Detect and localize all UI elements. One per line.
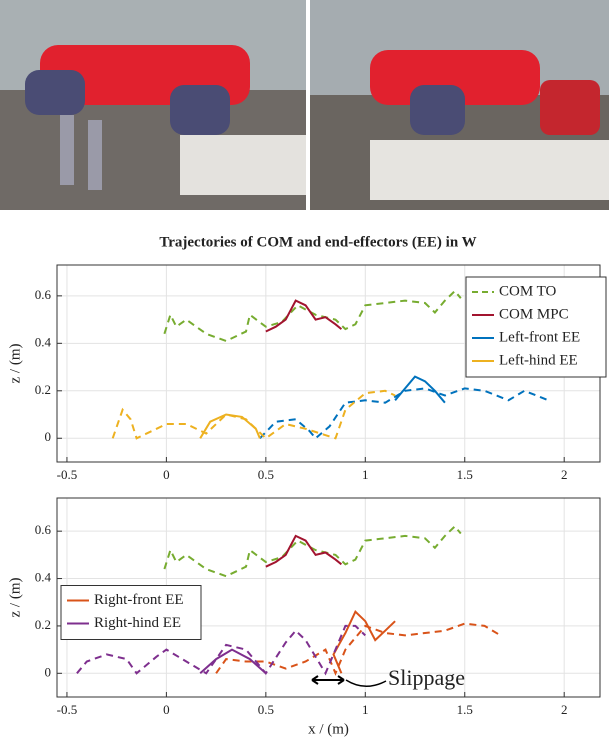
series-line (163, 289, 462, 343)
legend-label: Left-hind EE (499, 352, 578, 368)
annotation-arrow (311, 675, 345, 685)
legend-label: COM MPC (499, 306, 569, 322)
annotation: Slippage (388, 665, 465, 690)
robot-leg (88, 120, 102, 190)
series-line (163, 524, 462, 578)
x-tick-label: 0 (163, 702, 170, 717)
platform (180, 135, 306, 195)
x-tick-label: 2 (561, 702, 568, 717)
legend-label: COM TO (499, 283, 557, 299)
x-tick-label: 1 (362, 702, 369, 717)
y-tick-label: 0.4 (35, 334, 52, 349)
x-tick-label: 0.5 (258, 702, 274, 717)
series-line (111, 389, 396, 440)
y-tick-label: 0.6 (35, 287, 52, 302)
cart (540, 80, 600, 135)
chart-title: Trajectories of COM and end-effectors (E… (159, 234, 476, 250)
x-tick-label: 0 (163, 467, 170, 482)
legend-label: Right-front EE (94, 592, 184, 608)
robot-leg (170, 85, 230, 135)
series-line (259, 387, 549, 440)
robot-leg (410, 85, 465, 135)
series-line (199, 413, 261, 439)
y-axis-label: z / (m) (7, 578, 23, 618)
series-line (265, 534, 343, 568)
y-tick-label: 0.2 (35, 382, 51, 397)
robot-leg (60, 115, 74, 185)
series-line (76, 624, 366, 676)
series-line (265, 299, 343, 333)
series-line (394, 375, 446, 404)
x-tick-label: 1.5 (457, 467, 473, 482)
y-tick-label: 0.6 (35, 522, 52, 537)
y-tick-label: 0 (45, 664, 52, 679)
x-tick-label: 1.5 (457, 702, 473, 717)
x-tick-label: 0.5 (258, 467, 274, 482)
x-tick-label: 2 (561, 467, 568, 482)
x-tick-label: -0.5 (57, 702, 78, 717)
photos (0, 0, 609, 210)
series-line (199, 648, 267, 675)
legend-label: Right-hind EE (94, 615, 181, 631)
legend-label: Left-front EE (499, 329, 580, 345)
annotation-arrow (345, 679, 387, 687)
legend-box (60, 585, 202, 640)
x-tick-label: -0.5 (57, 467, 78, 482)
series-line (215, 622, 502, 676)
series-line (332, 610, 396, 674)
platform (370, 140, 609, 200)
y-tick-label: 0 (45, 429, 52, 444)
y-tick-label: 0.4 (35, 570, 52, 585)
x-axis-label: x / (m) (308, 721, 349, 737)
robot-leg (25, 70, 85, 115)
x-tick-label: 1 (362, 467, 369, 482)
y-axis-label: z / (m) (7, 344, 23, 384)
plot-frame (56, 497, 601, 698)
y-tick-label: 0.2 (35, 617, 51, 632)
